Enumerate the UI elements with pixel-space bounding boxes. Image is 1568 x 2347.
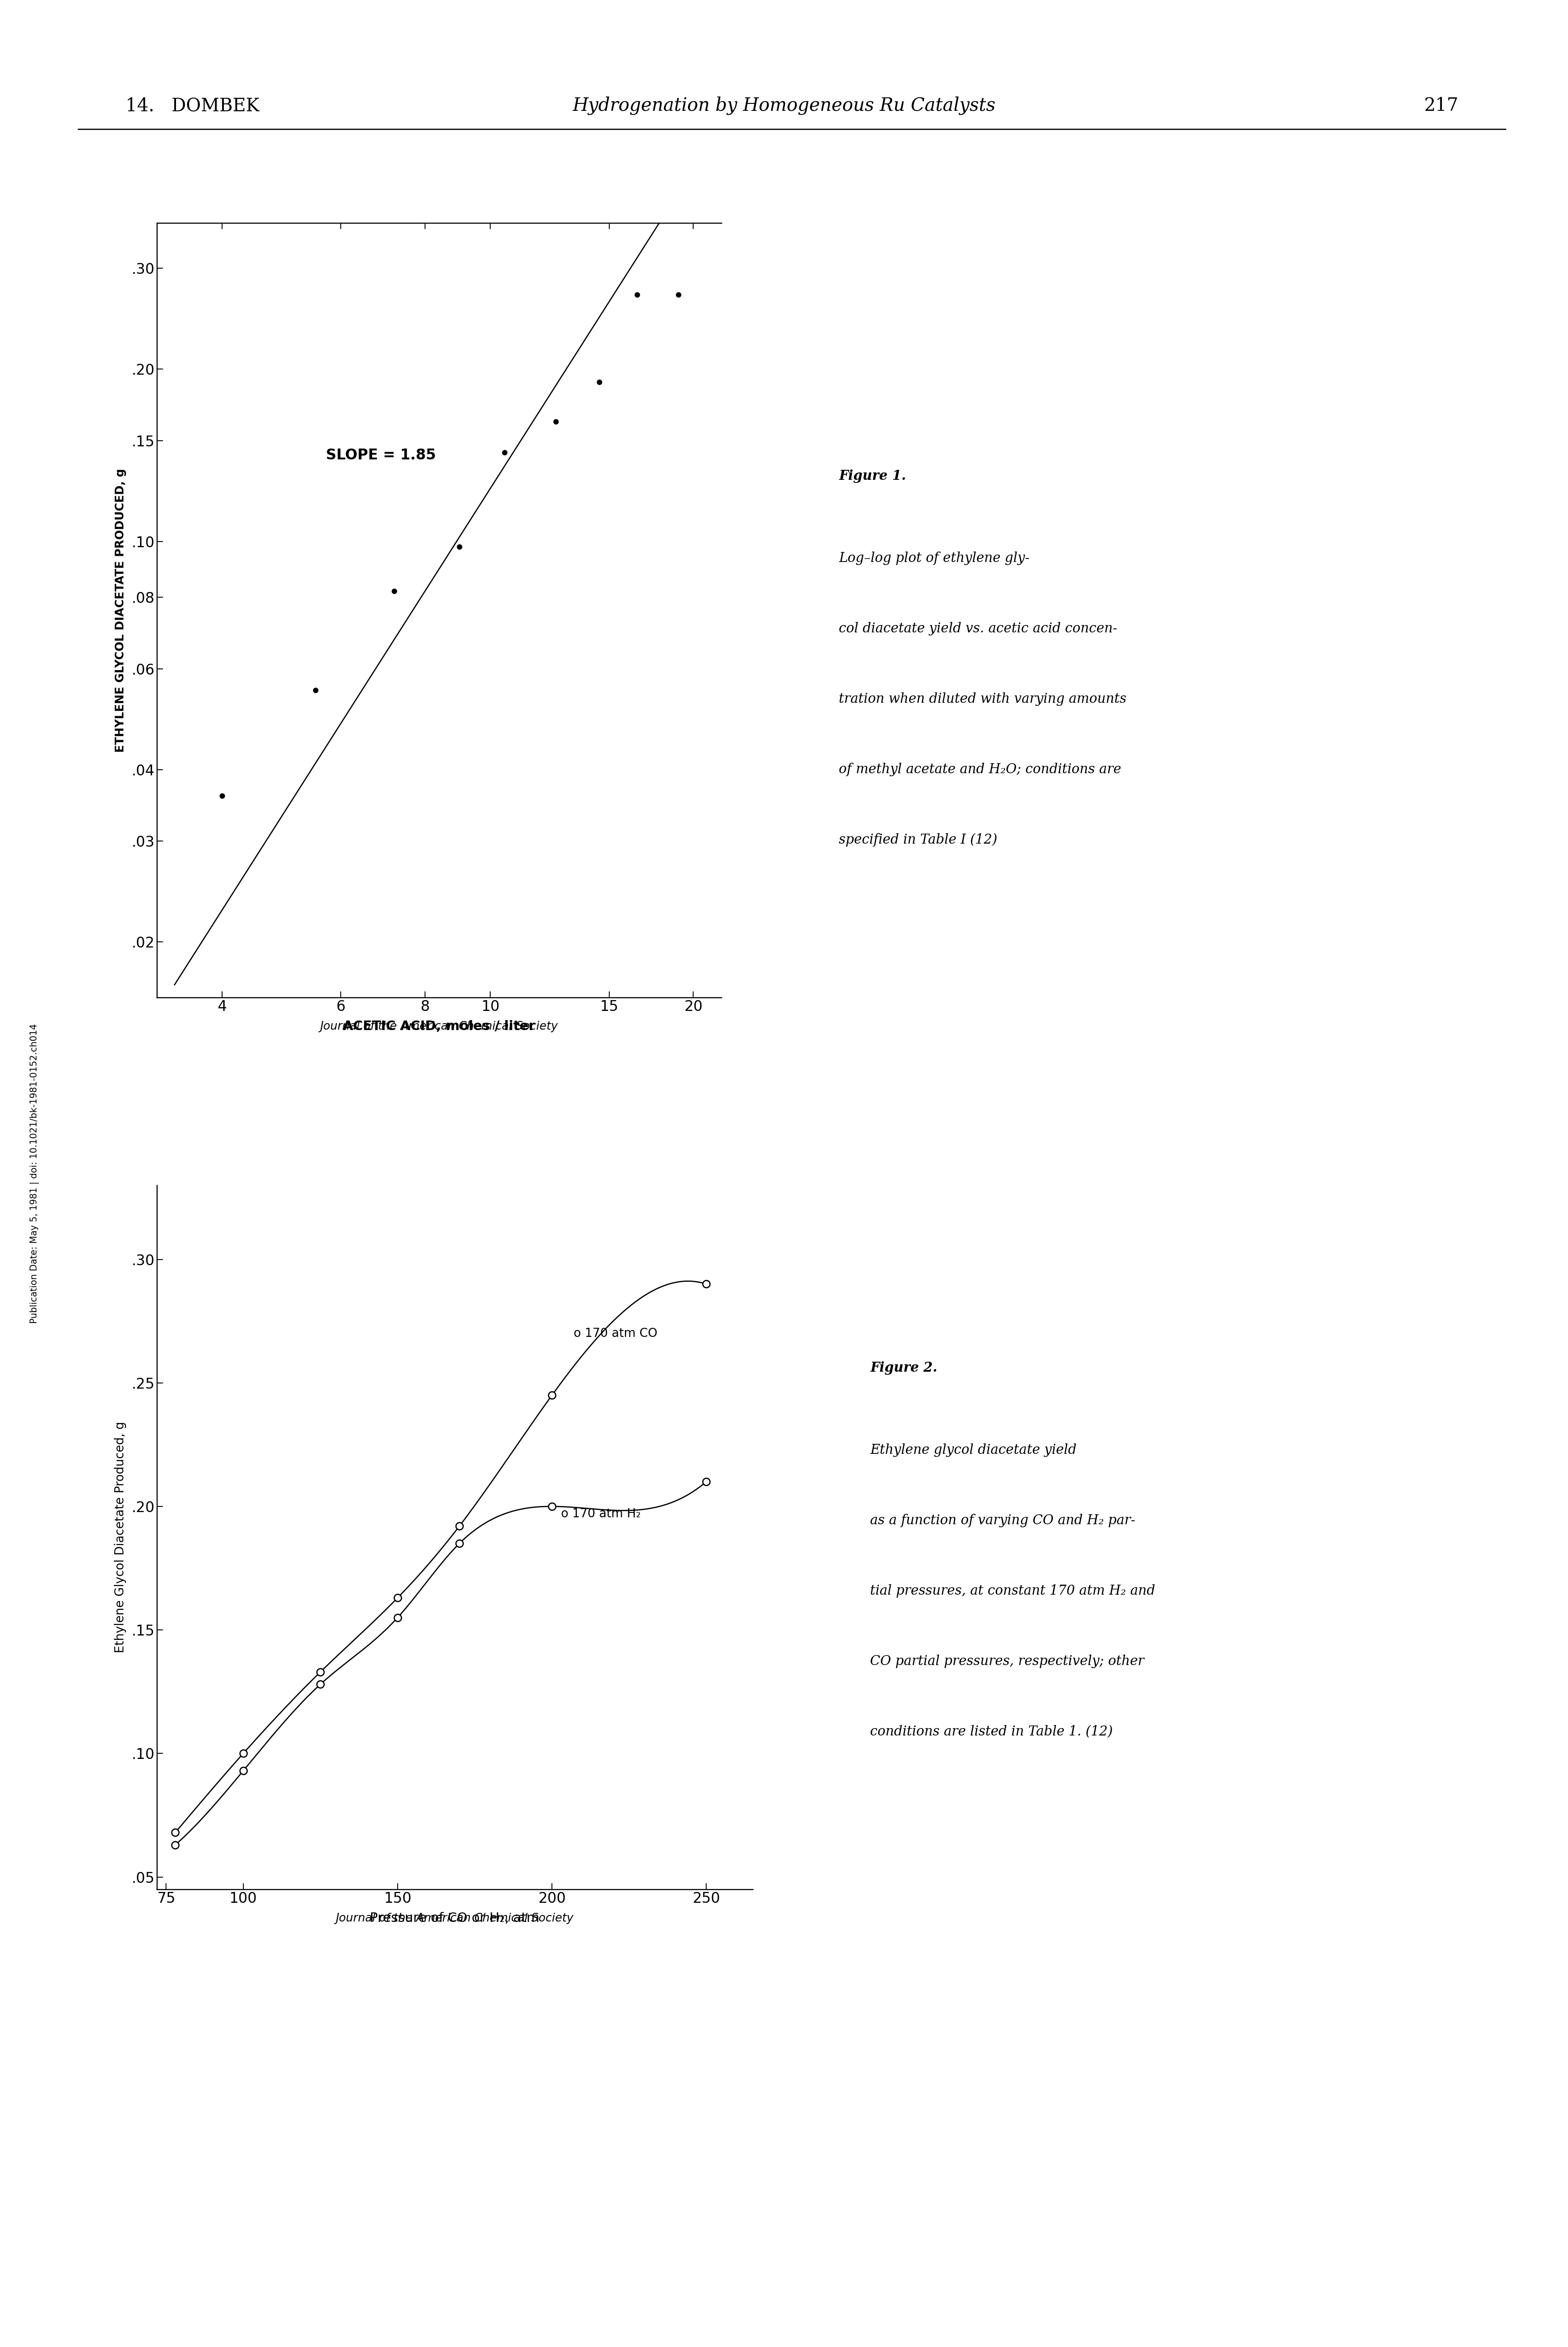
Text: conditions are listed in Table 1. (12): conditions are listed in Table 1. (12) [870, 1725, 1113, 1739]
Y-axis label: ETHYLENE GLYCOL DIACETATE PRODUCED, g: ETHYLENE GLYCOL DIACETATE PRODUCED, g [116, 469, 127, 751]
Text: Journal of the American Chemical Society: Journal of the American Chemical Society [320, 1021, 558, 1033]
Text: Hydrogenation by Homogeneous Ru Catalysts: Hydrogenation by Homogeneous Ru Catalyst… [572, 96, 996, 115]
X-axis label: Pressure of CO or H₂, atm: Pressure of CO or H₂, atm [370, 1913, 539, 1925]
Text: tration when diluted with varying amounts: tration when diluted with varying amount… [839, 692, 1126, 706]
Text: Log–log plot of ethylene gly-: Log–log plot of ethylene gly- [839, 552, 1030, 566]
Text: of methyl acetate and H₂O; conditions are: of methyl acetate and H₂O; conditions ar… [839, 763, 1121, 777]
Text: 14.   DOMBEK: 14. DOMBEK [125, 96, 259, 115]
X-axis label: ACETIC ACID, moles / liter: ACETIC ACID, moles / liter [343, 1021, 535, 1033]
Text: Publication Date: May 5, 1981 | doi: 10.1021/bk-1981-0152.ch014: Publication Date: May 5, 1981 | doi: 10.… [30, 1023, 39, 1324]
Text: 217: 217 [1424, 96, 1458, 115]
Text: specified in Table I (12): specified in Table I (12) [839, 833, 997, 847]
Text: as a function of varying CO and H₂ par-: as a function of varying CO and H₂ par- [870, 1514, 1135, 1528]
Text: o 170 atm CO: o 170 atm CO [574, 1328, 657, 1340]
Text: tial pressures, at constant 170 atm H₂ and: tial pressures, at constant 170 atm H₂ a… [870, 1584, 1156, 1598]
Text: CO partial pressures, respectively; other: CO partial pressures, respectively; othe… [870, 1655, 1145, 1669]
Text: Ethylene glycol diacetate yield: Ethylene glycol diacetate yield [870, 1443, 1077, 1457]
Text: col diacetate yield vs. acetic acid concen-: col diacetate yield vs. acetic acid conc… [839, 622, 1118, 636]
Text: Figure 1.: Figure 1. [839, 469, 906, 483]
Text: Figure 2.: Figure 2. [870, 1361, 938, 1375]
Text: Journal of the American Chemical Society: Journal of the American Chemical Society [336, 1913, 574, 1925]
Text: o 170 atm H₂: o 170 atm H₂ [561, 1507, 641, 1521]
Y-axis label: Ethylene Glycol Diacetate Produced, g: Ethylene Glycol Diacetate Produced, g [114, 1422, 127, 1652]
Text: SLOPE = 1.85: SLOPE = 1.85 [326, 448, 436, 462]
